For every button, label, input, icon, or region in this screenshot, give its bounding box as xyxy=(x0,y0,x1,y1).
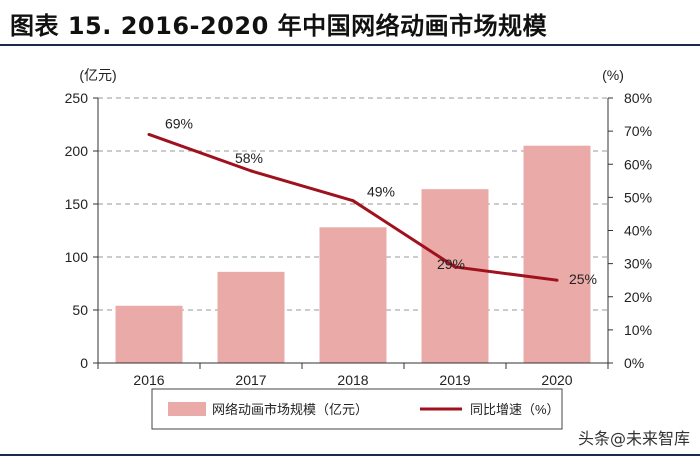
left-tick-label: 100 xyxy=(65,249,89,265)
x-tick-label: 2017 xyxy=(235,372,266,388)
credit-name: @未来智库 xyxy=(609,429,690,448)
right-tick-label: 10% xyxy=(624,322,652,338)
growth-label-2018: 49% xyxy=(367,184,395,200)
growth-label-2016: 69% xyxy=(165,115,193,131)
legend-bar-swatch xyxy=(168,402,206,416)
growth-point-2016 xyxy=(147,132,151,136)
legend-box xyxy=(151,388,563,430)
right-tick-label: 80% xyxy=(624,90,652,106)
growth-point-2017 xyxy=(249,169,253,173)
left-tick-label: 150 xyxy=(65,196,89,212)
x-tick-label: 2018 xyxy=(337,372,368,388)
legend-bar-label: 网络动画市场规模（亿元） xyxy=(212,402,368,417)
bar-2019 xyxy=(421,189,489,363)
bar-2016 xyxy=(115,305,183,363)
growth-label-2017: 58% xyxy=(235,150,263,166)
x-tick-label: 2016 xyxy=(133,372,164,388)
growth-point-2020 xyxy=(555,278,559,282)
right-tick-label: 20% xyxy=(624,289,652,305)
growth-label-2019: 29% xyxy=(437,256,465,272)
right-axis-unit-label: (%) xyxy=(602,67,624,83)
credit-prefix: 头条 xyxy=(577,429,610,448)
growth-point-2018 xyxy=(351,199,355,203)
left-tick-label: 50 xyxy=(72,302,88,318)
right-tick-label: 0% xyxy=(624,355,644,371)
source-credit: 头条@未来智库 xyxy=(578,425,690,449)
bottom-rule xyxy=(0,454,700,456)
left-tick-label: 0 xyxy=(80,355,88,371)
x-tick-label: 2019 xyxy=(439,372,470,388)
right-tick-label: 40% xyxy=(624,223,652,239)
right-tick-label: 50% xyxy=(624,189,652,205)
right-tick-label: 70% xyxy=(624,123,652,139)
growth-label-2020: 25% xyxy=(569,271,597,287)
right-tick-label: 30% xyxy=(624,256,652,272)
legend-line-label: 同比增速（%） xyxy=(470,402,560,417)
left-tick-label: 200 xyxy=(65,143,89,159)
growth-point-2019 xyxy=(453,265,457,269)
bar-2020 xyxy=(523,145,591,363)
chart-title: 图表 15. 2016-2020 年中国网络动画市场规模 xyxy=(10,12,548,40)
bar-2017 xyxy=(217,271,285,363)
left-tick-label: 250 xyxy=(65,90,89,106)
bar-2018 xyxy=(319,227,387,363)
right-tick-label: 60% xyxy=(624,156,652,172)
title-rule xyxy=(0,44,700,46)
left-axis-unit-label: (亿元) xyxy=(79,67,116,83)
x-tick-label: 2020 xyxy=(541,372,572,388)
